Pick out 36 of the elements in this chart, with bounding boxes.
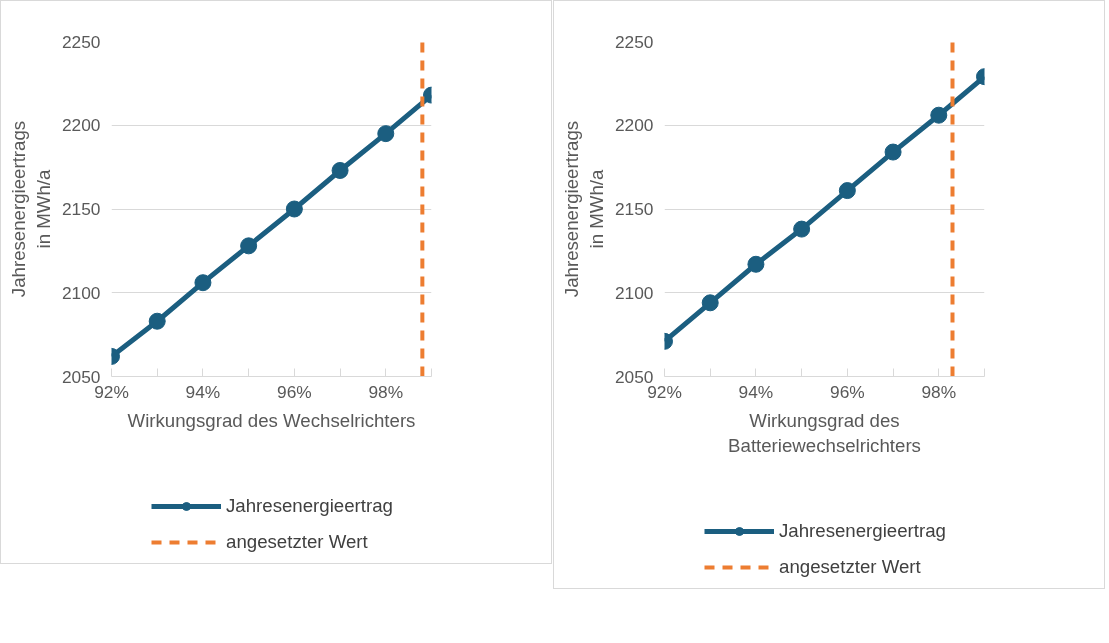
x-tick-label: 98% <box>921 381 957 402</box>
x-tick-label: 98% <box>368 381 404 402</box>
point <box>194 274 212 292</box>
legend-label: Jahresenergieertrag <box>779 520 947 542</box>
x-tick-label: 96% <box>277 381 312 402</box>
x-tick-label: 94% <box>185 381 221 402</box>
y-axis-title: Jahresenergieertrags in MWh/a <box>560 120 607 298</box>
x-axis-title: Wirkungsgrad des Batteriewechselrichters <box>728 409 921 456</box>
point <box>747 255 765 273</box>
point <box>240 237 258 255</box>
point <box>331 161 349 179</box>
y-tick-label: 2200 <box>614 115 654 136</box>
x-axis-title: Wirkungsgrad des Wechselrichters <box>127 409 416 431</box>
y-tick-label: 2100 <box>61 282 101 303</box>
point <box>285 200 303 218</box>
point <box>377 125 395 143</box>
legend-label: Jahresenergieertrag <box>226 495 394 517</box>
y-tick-label: 2050 <box>61 366 101 387</box>
y-tick-label: 2250 <box>61 31 101 52</box>
point <box>838 182 856 200</box>
legend-label: angesetzter Wert <box>226 531 369 553</box>
x-tick-label: 94% <box>738 381 774 402</box>
point <box>701 294 719 312</box>
y-tick-label: 2150 <box>61 199 101 219</box>
point <box>930 106 948 124</box>
point <box>884 143 902 161</box>
legend-label: angesetzter Wert <box>779 556 922 578</box>
y-axis-title: Jahresenergieertrags in MWh/a <box>7 120 54 298</box>
y-tick-label: 2150 <box>614 199 654 219</box>
point <box>793 220 811 238</box>
y-tick-label: 2100 <box>614 282 654 303</box>
y-tick-label: 2250 <box>614 31 654 52</box>
x-tick-label: 96% <box>830 381 865 402</box>
y-tick-label: 2050 <box>614 366 654 387</box>
y-tick-label: 2200 <box>61 115 101 136</box>
point <box>148 312 166 330</box>
